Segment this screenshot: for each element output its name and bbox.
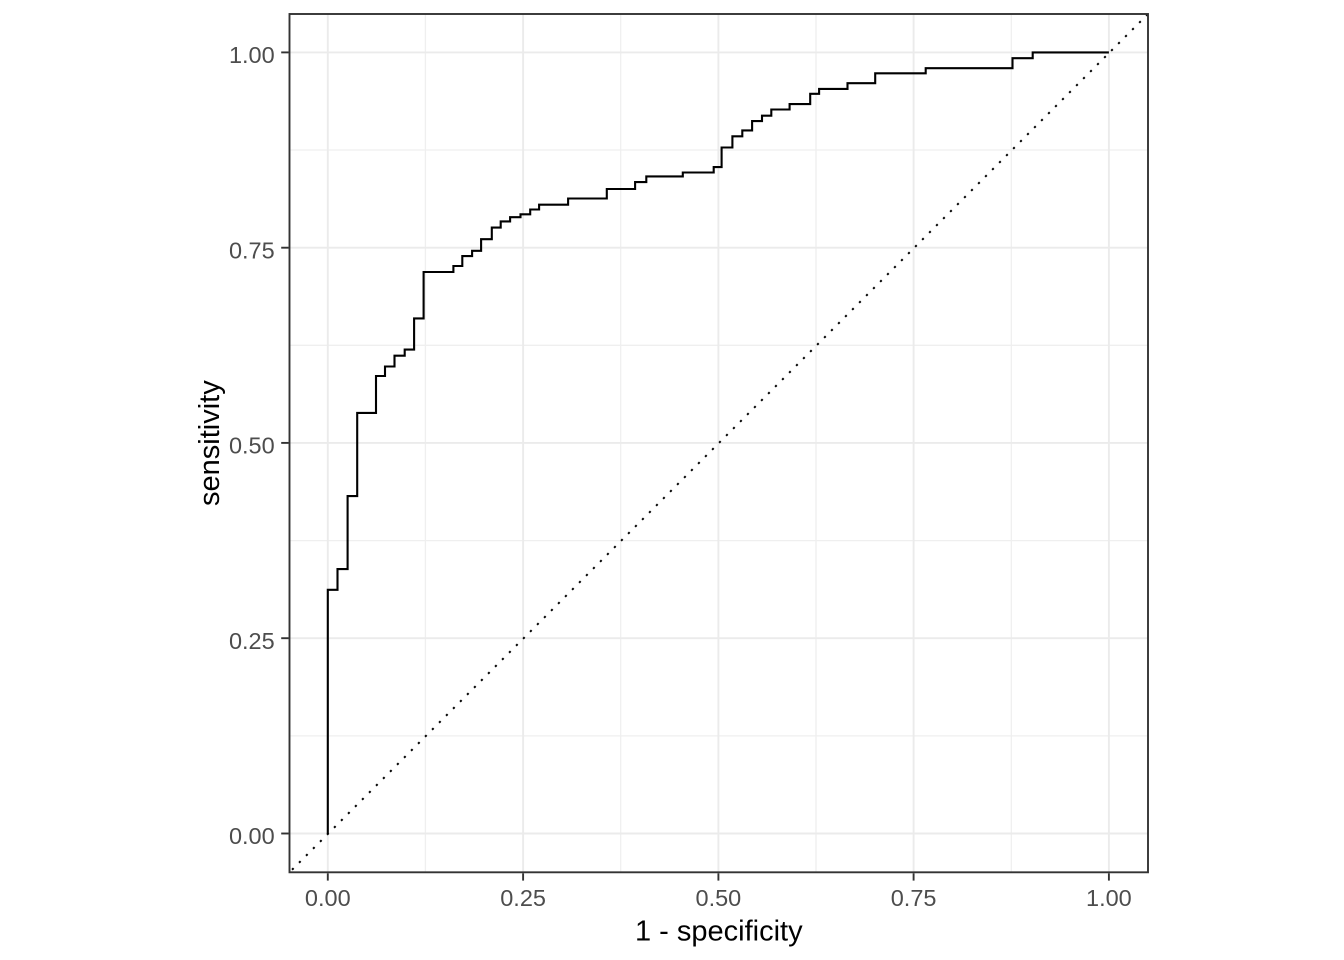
svg-text:0.25: 0.25: [229, 628, 275, 654]
svg-text:1.00: 1.00: [1086, 885, 1132, 911]
svg-text:0.50: 0.50: [696, 885, 742, 911]
svg-text:0.75: 0.75: [891, 885, 937, 911]
svg-text:0.75: 0.75: [229, 237, 275, 263]
svg-text:0.25: 0.25: [500, 885, 546, 911]
svg-text:0.50: 0.50: [229, 433, 275, 459]
svg-text:0.00: 0.00: [305, 885, 351, 911]
svg-text:1.00: 1.00: [229, 42, 275, 68]
svg-text:0.00: 0.00: [229, 823, 275, 849]
svg-text:sensitivity: sensitivity: [194, 380, 226, 506]
svg-text:1 - specificity: 1 - specificity: [635, 915, 803, 947]
